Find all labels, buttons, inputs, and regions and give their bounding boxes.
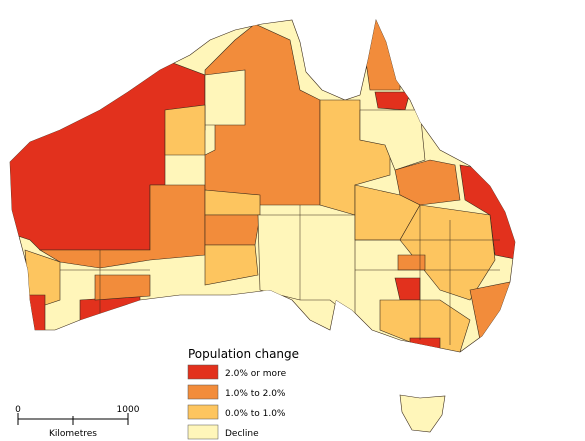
scale-label: 1000	[117, 405, 140, 415]
legend-title: Population change	[188, 347, 299, 361]
scale-unit: Kilometres	[49, 429, 97, 439]
legend-label: 0.0% to 1.0%	[225, 409, 286, 419]
scale-bar: 0 1000 Kilometres	[15, 405, 140, 439]
region	[79, 295, 141, 326]
legend-swatch	[187, 364, 219, 380]
region	[204, 214, 261, 246]
scale-label: 0	[15, 405, 21, 415]
mainland	[9, 19, 516, 353]
region	[379, 299, 471, 352]
region	[164, 104, 206, 156]
legend-label: 1.0% to 2.0%	[225, 389, 286, 399]
legend-swatch	[187, 424, 219, 440]
region	[94, 274, 151, 301]
legend-label: 2.0% or more	[225, 369, 287, 379]
tasmania	[399, 394, 446, 433]
region	[397, 254, 426, 271]
region	[409, 337, 441, 352]
legend: 2.0% or more 1.0% to 2.0% 0.0% to 1.0% Decl…	[187, 364, 287, 440]
region	[204, 244, 259, 286]
legend-label: Decline	[225, 429, 259, 439]
region	[374, 91, 411, 111]
legend-swatch	[187, 404, 219, 420]
region	[24, 294, 46, 336]
region	[204, 69, 246, 126]
legend-swatch	[187, 384, 219, 400]
